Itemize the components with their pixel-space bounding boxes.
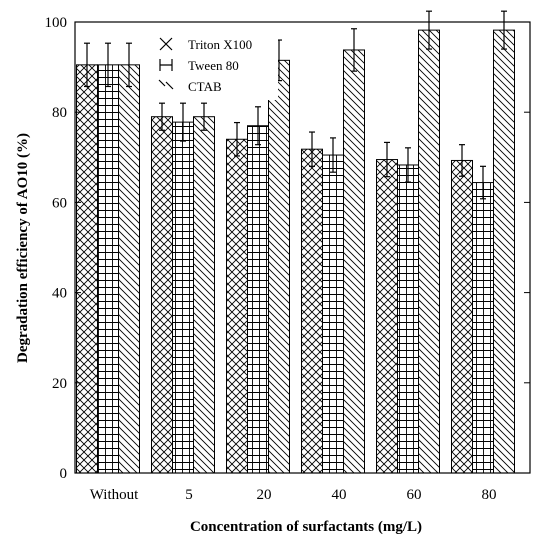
bar-diagonal-without — [118, 64, 140, 474]
x-tick-label-60: 60 — [407, 487, 422, 503]
x-tick-label-80: 80 — [482, 487, 497, 503]
plot-frame — [74, 21, 531, 474]
error-bar-diagonal-5 — [201, 102, 207, 131]
error-bar-grid-40 — [330, 137, 336, 173]
error-bar-crosshatch-without — [84, 42, 90, 88]
error-bar-diagonal-80 — [501, 10, 507, 50]
y-tick-label-20: 20 — [52, 376, 67, 392]
error-bar-crosshatch-40 — [309, 131, 315, 167]
error-bar-diagonal-60 — [426, 10, 432, 50]
bar-crosshatch-80 — [451, 159, 473, 474]
x-axis-title: Concentration of surfactants (mg/L) — [190, 519, 422, 535]
legend-label-crosshatch: Triton X100 — [188, 37, 252, 52]
error-bar-grid-20 — [255, 106, 261, 146]
bar-diagonal-80 — [493, 29, 515, 474]
legend-box — [142, 27, 278, 100]
bar-diagonal-20 — [268, 59, 290, 474]
bar-crosshatch-5 — [151, 116, 173, 474]
bar-crosshatch-60 — [376, 159, 398, 474]
bar-grid-without — [97, 64, 119, 474]
y-tick-label-100: 100 — [45, 15, 68, 31]
error-bar-diagonal-40 — [351, 28, 357, 72]
error-bar-crosshatch-80 — [459, 144, 465, 177]
y-tick-label-40: 40 — [52, 286, 67, 302]
bar-grid-80 — [472, 182, 494, 474]
bar-grid-20 — [247, 125, 269, 474]
legend-diagonal-icon — [158, 79, 174, 90]
error-bar-crosshatch-20 — [234, 121, 240, 157]
legend: Triton X100 Tween 80 CTAB — [142, 27, 278, 100]
legend-label-diagonal: CTAB — [188, 79, 222, 94]
bar-crosshatch-40 — [301, 148, 323, 474]
error-bar-crosshatch-5 — [159, 102, 165, 131]
y-tick-label-60: 60 — [52, 195, 67, 211]
bar-diagonal-60 — [418, 29, 440, 474]
y-axis-title: Degradation efficiency of AO10 (%) — [15, 133, 31, 363]
x-tick-label-40: 40 — [332, 487, 347, 503]
error-bar-grid-80 — [480, 165, 486, 200]
bar-diagonal-40 — [343, 49, 365, 474]
bar-grid-5 — [172, 121, 194, 474]
y-tick-label-80: 80 — [52, 105, 67, 121]
error-bar-crosshatch-60 — [384, 141, 390, 178]
legend-label-grid: Tween 80 — [188, 58, 239, 73]
bar-diagonal-5 — [193, 116, 215, 474]
x-tick-label-without: Without — [90, 487, 139, 503]
y-tick-label-0: 0 — [60, 466, 68, 482]
error-bar-grid-5 — [180, 102, 186, 142]
bar-grid-40 — [322, 154, 344, 474]
legend-grid-icon — [159, 59, 173, 71]
error-bar-diagonal-without — [126, 42, 132, 88]
bar-crosshatch-20 — [226, 138, 248, 474]
error-bar-grid-without — [105, 42, 111, 88]
x-tick-label-20: 20 — [257, 487, 272, 503]
legend-crosshatch-icon — [159, 37, 173, 51]
bar-crosshatch-without — [76, 64, 98, 474]
x-tick-label-5: 5 — [185, 487, 193, 503]
bar-grid-60 — [397, 164, 419, 474]
error-bar-grid-60 — [405, 147, 411, 183]
